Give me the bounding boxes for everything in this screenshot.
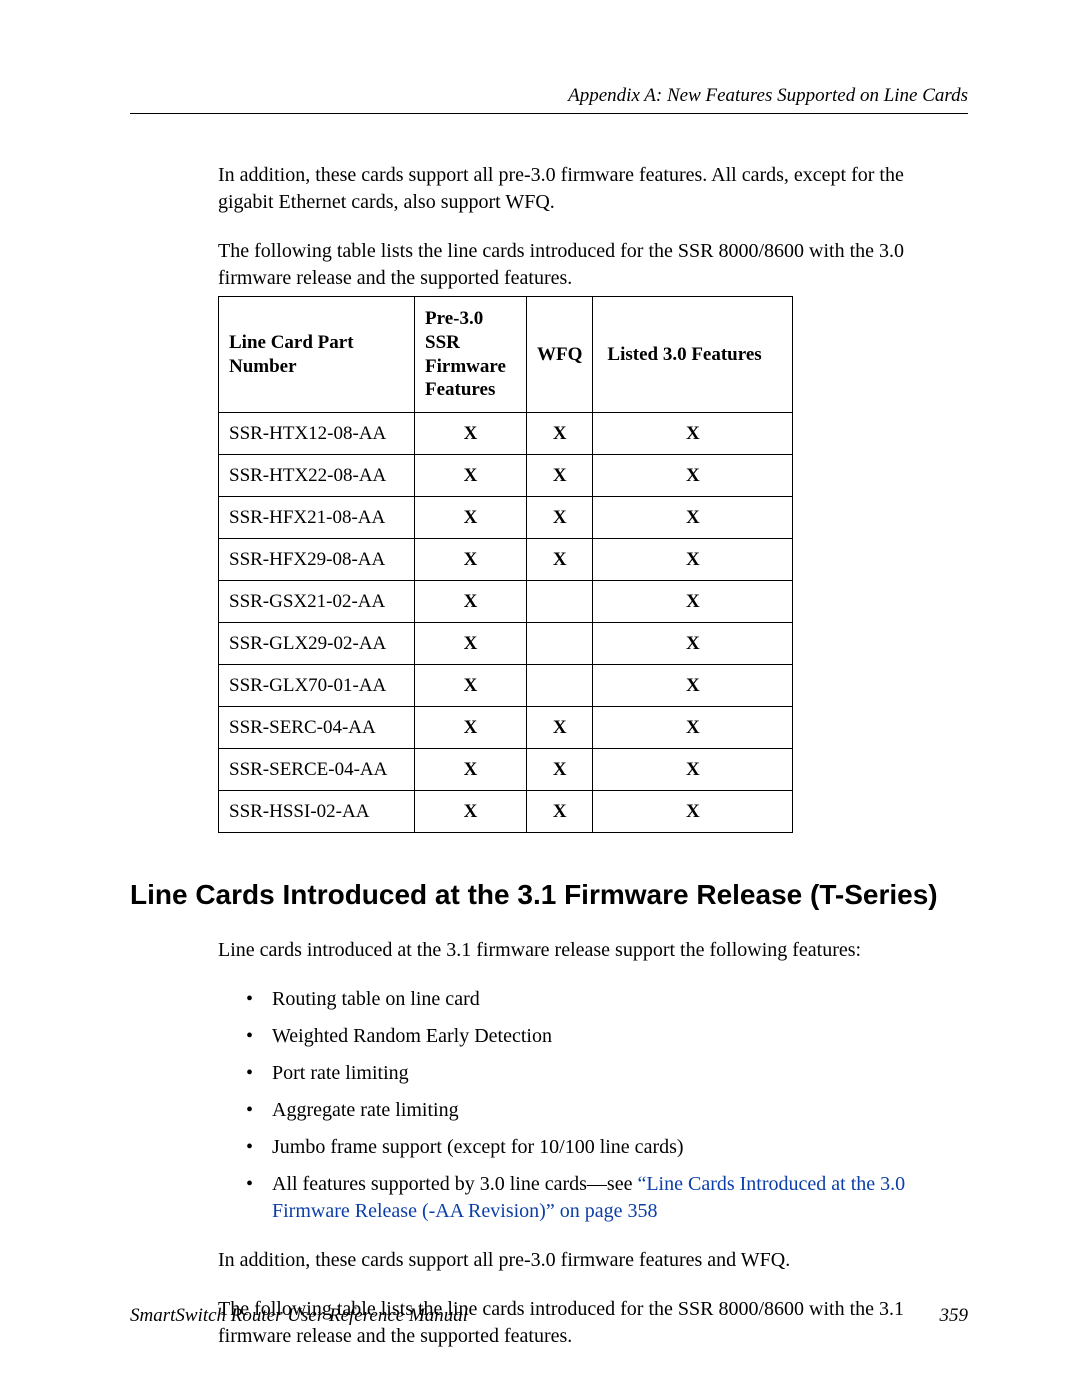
cell-pre30: X [415, 707, 527, 749]
table-header-row: Line Card Part Number Pre-3.0 SSR Firmwa… [219, 297, 793, 413]
list-item: • All features supported by 3.0 line card… [246, 1171, 958, 1225]
list-item-text: Aggregate rate limiting [272, 1099, 459, 1121]
cell-pre30: X [415, 497, 527, 539]
cell-part: SSR-SERCE-04-AA [219, 749, 415, 791]
table-row: SSR-HFX29-08-AA X X X [219, 539, 793, 581]
list-item: • Jumbo frame support (except for 10/100 … [246, 1134, 958, 1161]
cell-part: SSR-GLX29-02-AA [219, 623, 415, 665]
cell-30: X [593, 791, 793, 833]
bullet-icon: • [246, 1023, 253, 1050]
list-item: • Weighted Random Early Detection [246, 1023, 958, 1050]
cell-pre30: X [415, 539, 527, 581]
feature-list: • Routing table on line card • Weighted Ra… [246, 986, 958, 1225]
cell-30: X [593, 455, 793, 497]
cell-30: X [593, 623, 793, 665]
cell-30: X [593, 707, 793, 749]
list-item: • Routing table on line card [246, 986, 958, 1013]
cell-wfq [527, 623, 593, 665]
list-item-text-prefix: All features supported by 3.0 line cards… [272, 1173, 637, 1195]
col-30-features: Listed 3.0 Features [593, 297, 793, 413]
bullet-icon: • [246, 1097, 253, 1124]
col-wfq: WFQ [527, 297, 593, 413]
list-item-text: Jumbo frame support (except for 10/100 l… [272, 1136, 684, 1158]
cell-part: SSR-HTX12-08-AA [219, 413, 415, 455]
list-item-text: Port rate limiting [272, 1062, 409, 1084]
table-row: SSR-SERC-04-AA X X X [219, 707, 793, 749]
cell-part: SSR-HFX29-08-AA [219, 539, 415, 581]
cell-wfq: X [527, 707, 593, 749]
cell-wfq: X [527, 497, 593, 539]
page-header: Appendix A: New Features Supported on Li… [130, 85, 968, 114]
cell-pre30: X [415, 623, 527, 665]
cell-wfq [527, 665, 593, 707]
table-row: SSR-GLX70-01-AA X X [219, 665, 793, 707]
table-row: SSR-HTX12-08-AA X X X [219, 413, 793, 455]
cell-30: X [593, 581, 793, 623]
table-row: SSR-GSX21-02-AA X X [219, 581, 793, 623]
cell-pre30: X [415, 791, 527, 833]
list-item-text: Routing table on line card [272, 988, 480, 1010]
cell-wfq: X [527, 749, 593, 791]
bullet-icon: • [246, 1171, 253, 1198]
bullet-icon: • [246, 1060, 253, 1087]
page-footer: SmartSwitch Router User Reference Manual… [130, 1305, 968, 1327]
cell-30: X [593, 497, 793, 539]
cell-part: SSR-HTX22-08-AA [219, 455, 415, 497]
cell-30: X [593, 539, 793, 581]
cell-pre30: X [415, 581, 527, 623]
cell-wfq: X [527, 413, 593, 455]
table-row: SSR-HSSI-02-AA X X X [219, 791, 793, 833]
cell-wfq: X [527, 791, 593, 833]
cell-pre30: X [415, 455, 527, 497]
col-pre30: Pre-3.0 SSR Firmware Features [415, 297, 527, 413]
cell-part: SSR-HSSI-02-AA [219, 791, 415, 833]
cell-30: X [593, 749, 793, 791]
section-heading-31: Line Cards Introduced at the 3.1 Firmwar… [130, 879, 968, 911]
bullet-icon: • [246, 1134, 253, 1161]
paragraph-31-lead: Line cards introduced at the 3.1 firmwar… [218, 937, 958, 964]
footer-title: SmartSwitch Router User Reference Manual [130, 1305, 468, 1327]
cell-30: X [593, 413, 793, 455]
list-item-text: Weighted Random Early Detection [272, 1025, 552, 1047]
table-row: SSR-GLX29-02-AA X X [219, 623, 793, 665]
line-card-table: Line Card Part Number Pre-3.0 SSR Firmwa… [218, 296, 793, 833]
table-row: SSR-HTX22-08-AA X X X [219, 455, 793, 497]
cell-pre30: X [415, 413, 527, 455]
cell-part: SSR-HFX21-08-AA [219, 497, 415, 539]
cell-wfq: X [527, 455, 593, 497]
list-item: • Aggregate rate limiting [246, 1097, 958, 1124]
page-number: 359 [940, 1305, 969, 1327]
table-row: SSR-SERCE-04-AA X X X [219, 749, 793, 791]
paragraph-intro-1: In addition, these cards support all pre… [218, 162, 958, 216]
cell-wfq [527, 581, 593, 623]
list-item: • Port rate limiting [246, 1060, 958, 1087]
paragraph-wfq-note: In addition, these cards support all pre… [218, 1247, 958, 1274]
bullet-icon: • [246, 986, 253, 1013]
table-row: SSR-HFX21-08-AA X X X [219, 497, 793, 539]
appendix-title: Appendix A: New Features Supported on Li… [130, 85, 968, 107]
cell-part: SSR-SERC-04-AA [219, 707, 415, 749]
cell-pre30: X [415, 665, 527, 707]
cell-30: X [593, 665, 793, 707]
paragraph-table-lead: The following table lists the line cards… [218, 238, 958, 292]
cell-pre30: X [415, 749, 527, 791]
cell-part: SSR-GSX21-02-AA [219, 581, 415, 623]
col-part-number: Line Card Part Number [219, 297, 415, 413]
cell-wfq: X [527, 539, 593, 581]
cell-part: SSR-GLX70-01-AA [219, 665, 415, 707]
